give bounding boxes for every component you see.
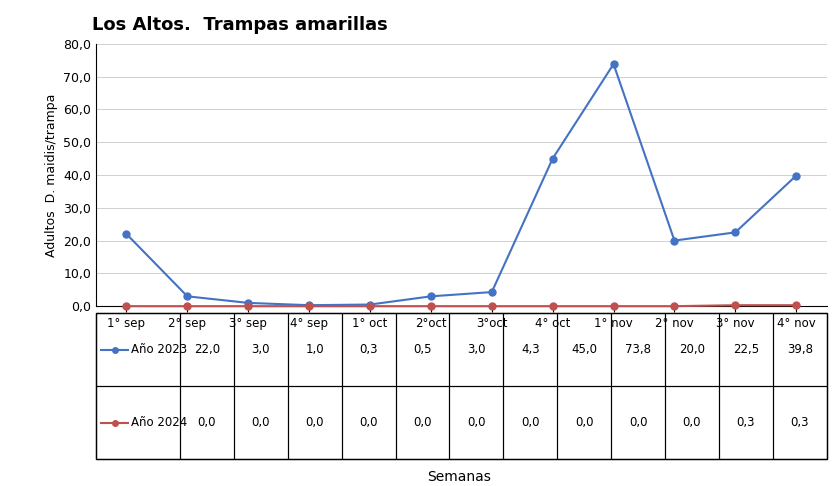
Text: Los Altos.  Trampas amarillas: Los Altos. Trampas amarillas [93,16,388,34]
Text: 0,5: 0,5 [413,344,432,356]
Text: 39,8: 39,8 [787,344,812,356]
Text: 73,8: 73,8 [625,344,651,356]
Text: 0,0: 0,0 [198,417,216,429]
Text: 4,3: 4,3 [521,344,539,356]
Text: Año 2024: Año 2024 [131,417,188,429]
Text: 0,0: 0,0 [359,417,378,429]
Text: 0,0: 0,0 [306,417,324,429]
Text: Año 2023: Año 2023 [131,344,187,356]
Text: 0,0: 0,0 [467,417,486,429]
Text: 45,0: 45,0 [571,344,597,356]
Text: 0,3: 0,3 [359,344,378,356]
Text: Semanas: Semanas [428,469,491,484]
Text: 22,0: 22,0 [194,344,220,356]
Text: 22,5: 22,5 [733,344,759,356]
Text: 1,0: 1,0 [306,344,324,356]
Text: 3,0: 3,0 [251,344,270,356]
Text: 0,0: 0,0 [521,417,539,429]
Text: 20,0: 20,0 [679,344,705,356]
Text: 0,0: 0,0 [413,417,432,429]
Y-axis label: Adultos  D. maidis/trampa: Adultos D. maidis/trampa [44,93,58,257]
Text: 0,0: 0,0 [629,417,647,429]
Text: 0,0: 0,0 [251,417,270,429]
Text: 3,0: 3,0 [467,344,486,356]
Text: 0,3: 0,3 [791,417,809,429]
Text: 0,0: 0,0 [683,417,701,429]
Text: 0,0: 0,0 [575,417,594,429]
Text: 0,3: 0,3 [736,417,755,429]
